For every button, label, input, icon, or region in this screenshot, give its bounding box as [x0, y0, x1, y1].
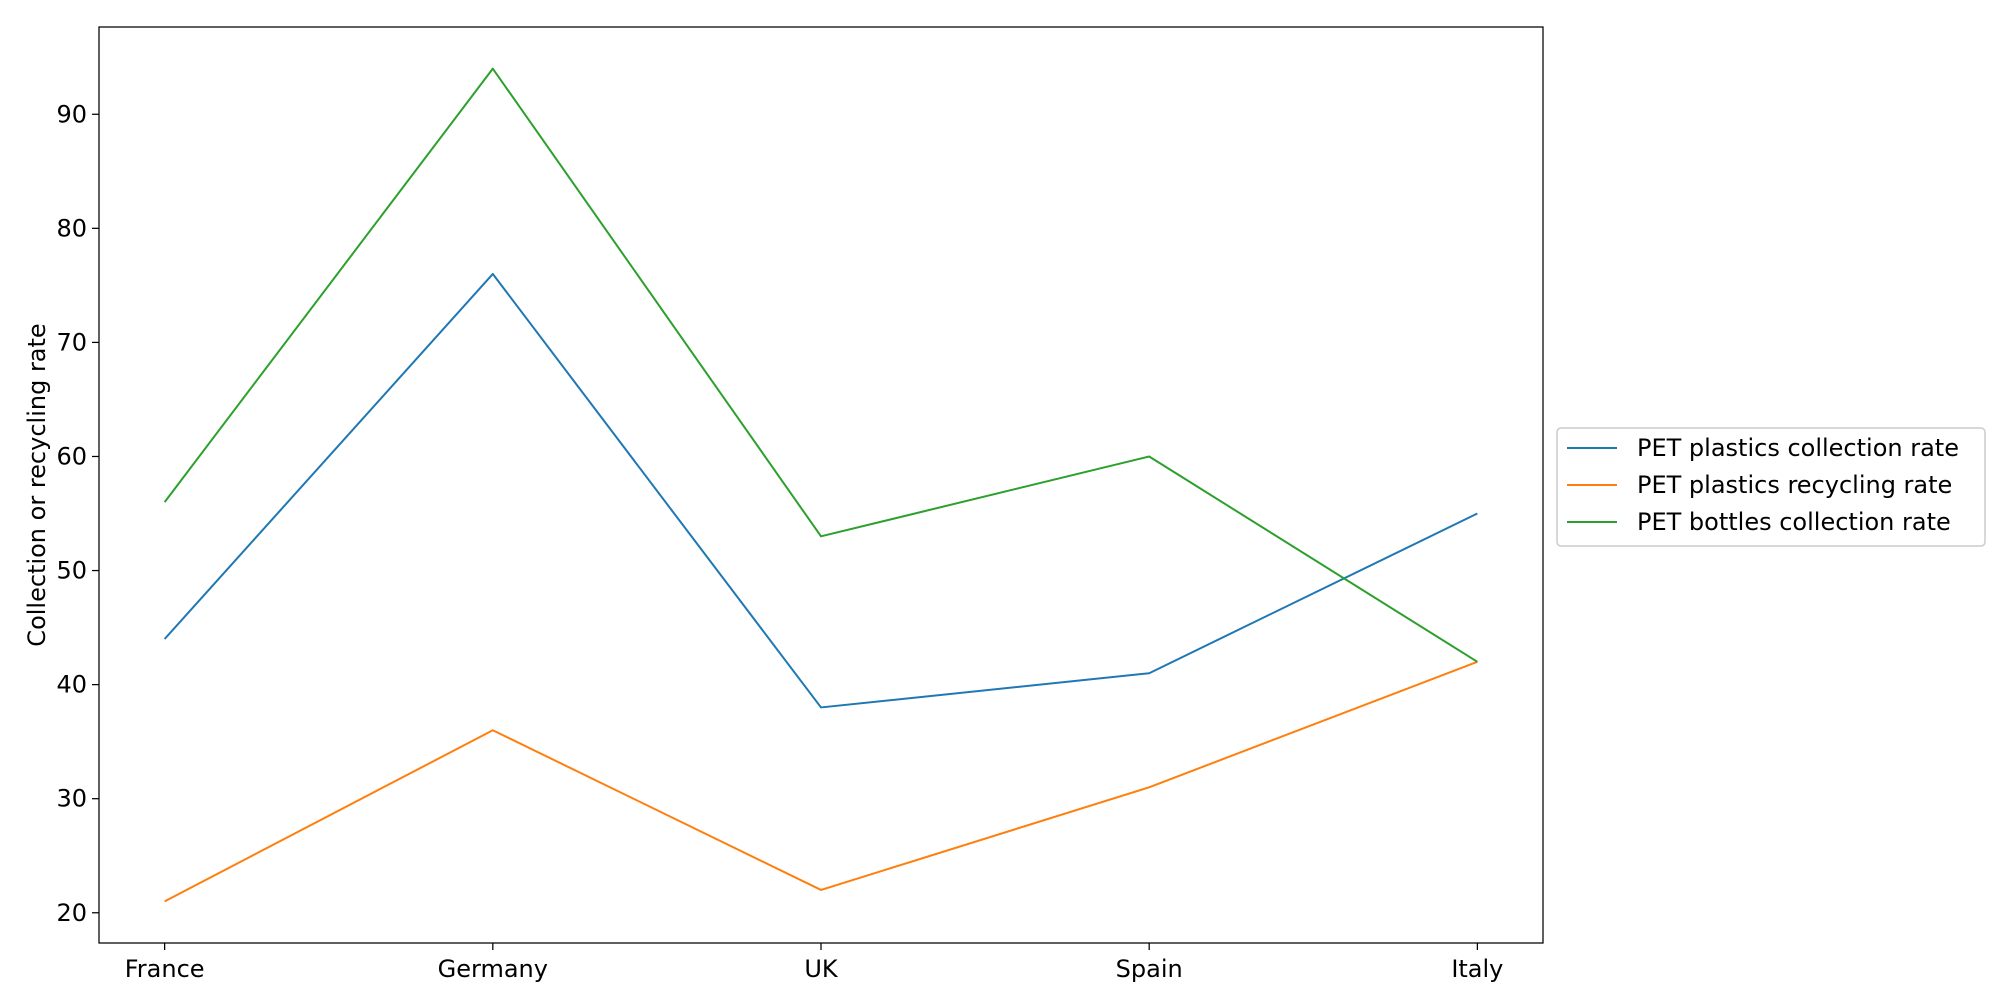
- legend-label-2: PET plastics recycling rate: [1637, 471, 1952, 499]
- y-tick-label: 20: [56, 899, 87, 927]
- x-tick-label: Spain: [1116, 955, 1183, 983]
- legend-label-1: PET plastics collection rate: [1637, 434, 1959, 462]
- legend-frame: [1556, 427, 1986, 547]
- y-tick-label: 70: [56, 328, 87, 356]
- legend-label-3: PET bottles collection rate: [1637, 508, 1951, 536]
- x-tick-label: Italy: [1451, 955, 1503, 983]
- x-tick-label: France: [125, 955, 205, 983]
- x-tick-label: Germany: [438, 955, 548, 983]
- y-tick-label: 90: [56, 100, 87, 128]
- plot-layer: [163, 67, 1478, 903]
- legend: PET plastics collection rate PET plastics…: [1556, 427, 1986, 547]
- series-line-2: [164, 660, 1478, 903]
- y-tick-label: 30: [56, 785, 87, 813]
- y-tick-label: 40: [56, 671, 87, 699]
- y-axis-label: Collection or recycling rate: [23, 323, 51, 646]
- plot-area-frame: [98, 26, 1544, 944]
- series-line-1: [163, 272, 1478, 709]
- y-tick-label: 50: [56, 557, 87, 585]
- y-tick-label: 80: [56, 214, 87, 242]
- series-line-3: [163, 67, 1478, 663]
- x-tick-label: UK: [804, 955, 839, 983]
- y-tick-label: 60: [56, 442, 87, 470]
